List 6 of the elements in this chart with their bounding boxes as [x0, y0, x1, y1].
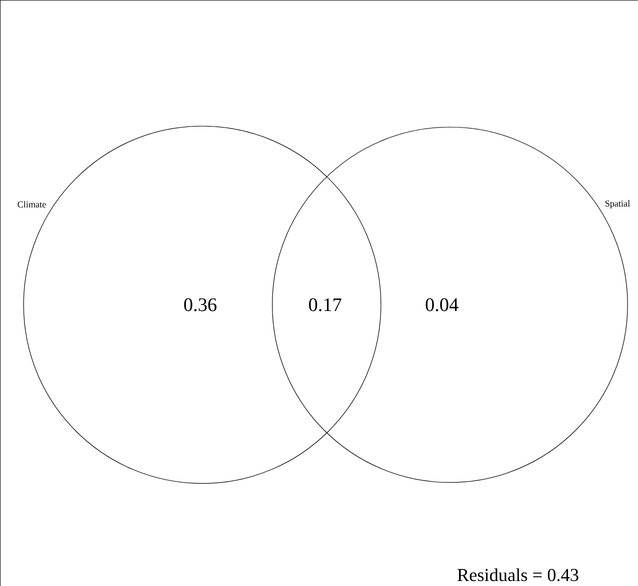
text: Spatial [605, 200, 630, 208]
text: Residuals = 0.43 [457, 568, 578, 582]
text: Climate [18, 200, 46, 208]
data-label: 0.36 [184, 298, 216, 312]
data-label: 0.17 [309, 298, 342, 312]
data-label: 0.04 [426, 298, 458, 312]
